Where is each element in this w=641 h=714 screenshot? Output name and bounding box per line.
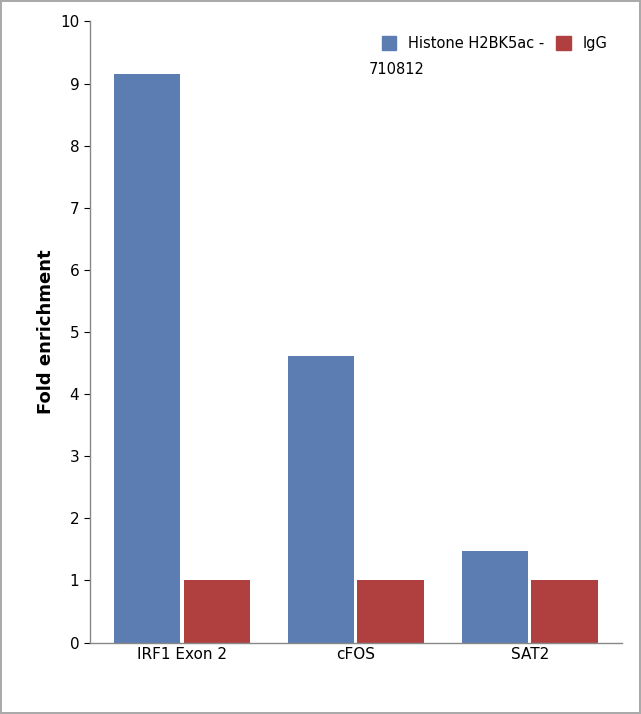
Bar xyxy=(358,580,424,643)
Bar xyxy=(462,550,528,643)
Bar xyxy=(531,580,597,643)
Bar xyxy=(183,580,249,643)
Bar xyxy=(288,356,354,643)
Text: 710812: 710812 xyxy=(369,62,425,77)
Bar xyxy=(114,74,180,643)
Legend: Histone H2BK5ac -, IgG: Histone H2BK5ac -, IgG xyxy=(374,29,615,59)
Y-axis label: Fold enrichment: Fold enrichment xyxy=(37,250,54,414)
